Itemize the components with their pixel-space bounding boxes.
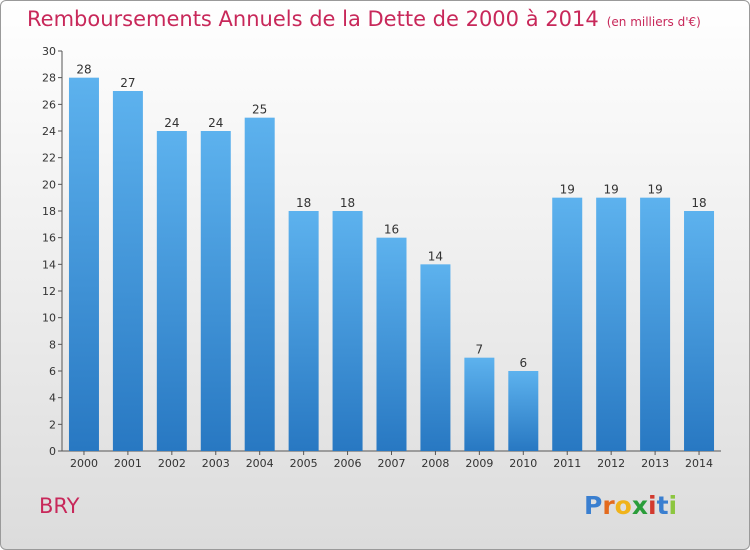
logo-letter: t <box>656 491 669 520</box>
x-tick-label: 2010 <box>509 457 537 470</box>
y-tick-label: 16 <box>42 232 56 245</box>
x-tick-label: 2000 <box>70 457 98 470</box>
logo-letter: i <box>668 491 678 520</box>
x-tick-label: 2002 <box>158 457 186 470</box>
logo-letter: o <box>614 491 632 520</box>
data-label: 18 <box>296 196 311 210</box>
y-tick-label: 12 <box>42 285 56 298</box>
data-label: 28 <box>76 63 91 77</box>
y-tick-label: 6 <box>49 365 56 378</box>
x-tick-label: 2009 <box>465 457 493 470</box>
bar <box>244 117 275 452</box>
unit-label: (en milliers d'€) <box>606 15 701 29</box>
data-label: 27 <box>120 76 135 90</box>
logo-letter: i <box>648 491 657 520</box>
y-tick-label: 26 <box>42 98 56 111</box>
bar <box>640 197 671 451</box>
y-tick-label: 10 <box>42 312 56 325</box>
bar <box>420 264 451 451</box>
bar <box>200 131 231 451</box>
city-name: BRY <box>39 494 80 518</box>
chart-title: Remboursements Annuels de la Dette de 20… <box>27 7 701 31</box>
data-label: 19 <box>647 183 662 197</box>
data-label: 14 <box>428 249 443 263</box>
bar <box>464 357 495 451</box>
x-tick-label: 2004 <box>246 457 274 470</box>
y-tick-label: 2 <box>49 418 56 431</box>
data-label: 6 <box>519 356 527 370</box>
logo-letter: r <box>602 491 615 520</box>
data-label: 25 <box>252 103 267 117</box>
y-tick-label: 14 <box>42 258 56 271</box>
bar <box>684 211 715 451</box>
proxiti-logo: Proxiti <box>584 491 677 520</box>
x-tick-label: 2013 <box>641 457 669 470</box>
bar <box>508 371 539 451</box>
data-label: 7 <box>476 343 484 357</box>
x-tick-label: 2003 <box>202 457 230 470</box>
data-label: 24 <box>208 116 223 130</box>
title-text: Remboursements Annuels de la Dette de 20… <box>27 7 599 31</box>
y-tick-label: 22 <box>42 152 56 165</box>
y-tick-label: 28 <box>42 72 56 85</box>
y-tick-label: 4 <box>49 392 56 405</box>
x-tick-label: 2012 <box>597 457 625 470</box>
y-tick-label: 20 <box>42 178 56 191</box>
data-label: 18 <box>340 196 355 210</box>
logo-letter: P <box>584 491 603 520</box>
y-tick-label: 0 <box>49 445 56 458</box>
data-label: 24 <box>164 116 179 130</box>
x-tick-label: 2011 <box>553 457 581 470</box>
bar <box>596 197 627 451</box>
bar <box>552 197 583 451</box>
y-tick-label: 18 <box>42 205 56 218</box>
x-tick-label: 2014 <box>685 457 713 470</box>
data-label: 19 <box>604 183 619 197</box>
x-tick-label: 2005 <box>290 457 318 470</box>
x-tick-label: 2007 <box>378 457 406 470</box>
bar <box>156 131 187 451</box>
bar <box>376 237 407 451</box>
data-label: 16 <box>384 223 399 237</box>
x-tick-label: 2006 <box>334 457 362 470</box>
x-tick-label: 2008 <box>421 457 449 470</box>
data-label: 19 <box>560 183 575 197</box>
bar <box>288 211 319 451</box>
data-label: 18 <box>691 196 706 210</box>
y-tick-label: 24 <box>42 125 56 138</box>
x-tick-label: 2001 <box>114 457 142 470</box>
logo-letter: x <box>631 491 648 520</box>
bar <box>332 211 363 451</box>
bar <box>112 91 143 451</box>
y-tick-label: 30 <box>42 45 56 58</box>
y-tick-label: 8 <box>49 338 56 351</box>
bar <box>68 77 99 452</box>
